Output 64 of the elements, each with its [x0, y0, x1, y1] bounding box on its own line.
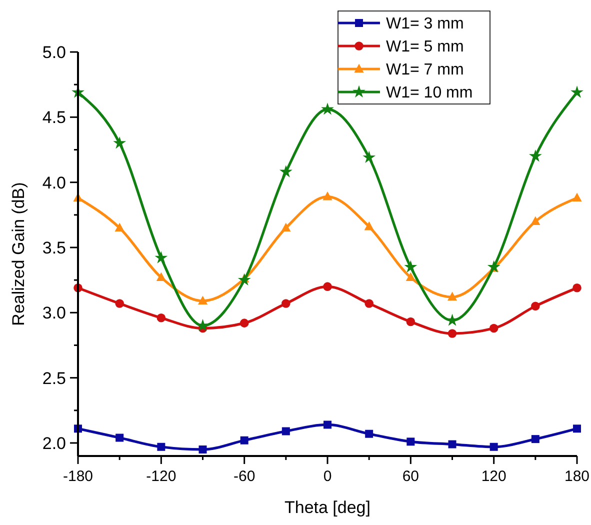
- point: [572, 192, 582, 202]
- point: [572, 283, 582, 292]
- point: [406, 317, 416, 326]
- y-tick-label: 4.0: [42, 173, 66, 192]
- point: [446, 314, 459, 326]
- point: [531, 302, 540, 311]
- point: [240, 436, 248, 444]
- x-tick-label: 0: [323, 468, 332, 485]
- x-tick-label: 60: [402, 468, 420, 485]
- point: [404, 260, 418, 272]
- y-tick-label: 4.5: [42, 108, 66, 128]
- point: [114, 222, 124, 232]
- y-tick-label: 5.0: [42, 42, 66, 62]
- point: [364, 299, 374, 308]
- point: [362, 150, 376, 164]
- point: [489, 324, 498, 333]
- point: [156, 272, 166, 282]
- x-tick-label: -120: [146, 468, 176, 485]
- point: [156, 313, 166, 322]
- point: [279, 165, 292, 178]
- point: [113, 136, 126, 149]
- point: [282, 299, 290, 308]
- point: [282, 427, 290, 436]
- x-tick-label: 180: [564, 468, 590, 485]
- y-tick-label: 3.0: [42, 304, 66, 323]
- y-tick-label: 2.0: [42, 434, 66, 453]
- legend-label: W1= 5 mm: [386, 38, 464, 56]
- point: [364, 221, 374, 230]
- x-axis-title: Theta [deg]: [284, 498, 371, 517]
- point: [531, 435, 540, 444]
- y-tick-label: 2.5: [42, 368, 66, 388]
- point: [154, 251, 168, 264]
- point: [324, 420, 332, 429]
- point: [365, 430, 374, 438]
- point: [115, 299, 124, 308]
- point: [573, 424, 581, 433]
- legend-label: W1= 7 mm: [386, 62, 464, 79]
- legend-label: W1= 3 mm: [386, 16, 464, 33]
- point: [448, 329, 457, 338]
- legend-label: W1= 10 mm: [386, 84, 473, 102]
- point: [281, 222, 291, 232]
- point: [570, 86, 584, 98]
- point: [448, 440, 456, 448]
- point: [323, 282, 332, 291]
- point: [530, 216, 540, 226]
- point: [487, 260, 500, 272]
- x-tick-label: 120: [481, 468, 506, 485]
- point: [528, 150, 542, 162]
- point: [406, 272, 416, 282]
- point: [321, 102, 334, 115]
- point: [240, 318, 249, 328]
- y-tick-label: 3.5: [42, 238, 66, 258]
- point: [322, 191, 332, 200]
- point: [406, 438, 415, 446]
- point: [116, 434, 124, 442]
- point: [490, 442, 498, 451]
- point: [198, 445, 207, 454]
- y-axis-title: Realized Gain (dB): [9, 182, 28, 326]
- point: [447, 292, 458, 301]
- point: [157, 442, 166, 451]
- point: [198, 296, 208, 305]
- x-tick-label: -60: [233, 468, 256, 485]
- x-tick-label: -180: [62, 468, 94, 485]
- point: [238, 273, 251, 286]
